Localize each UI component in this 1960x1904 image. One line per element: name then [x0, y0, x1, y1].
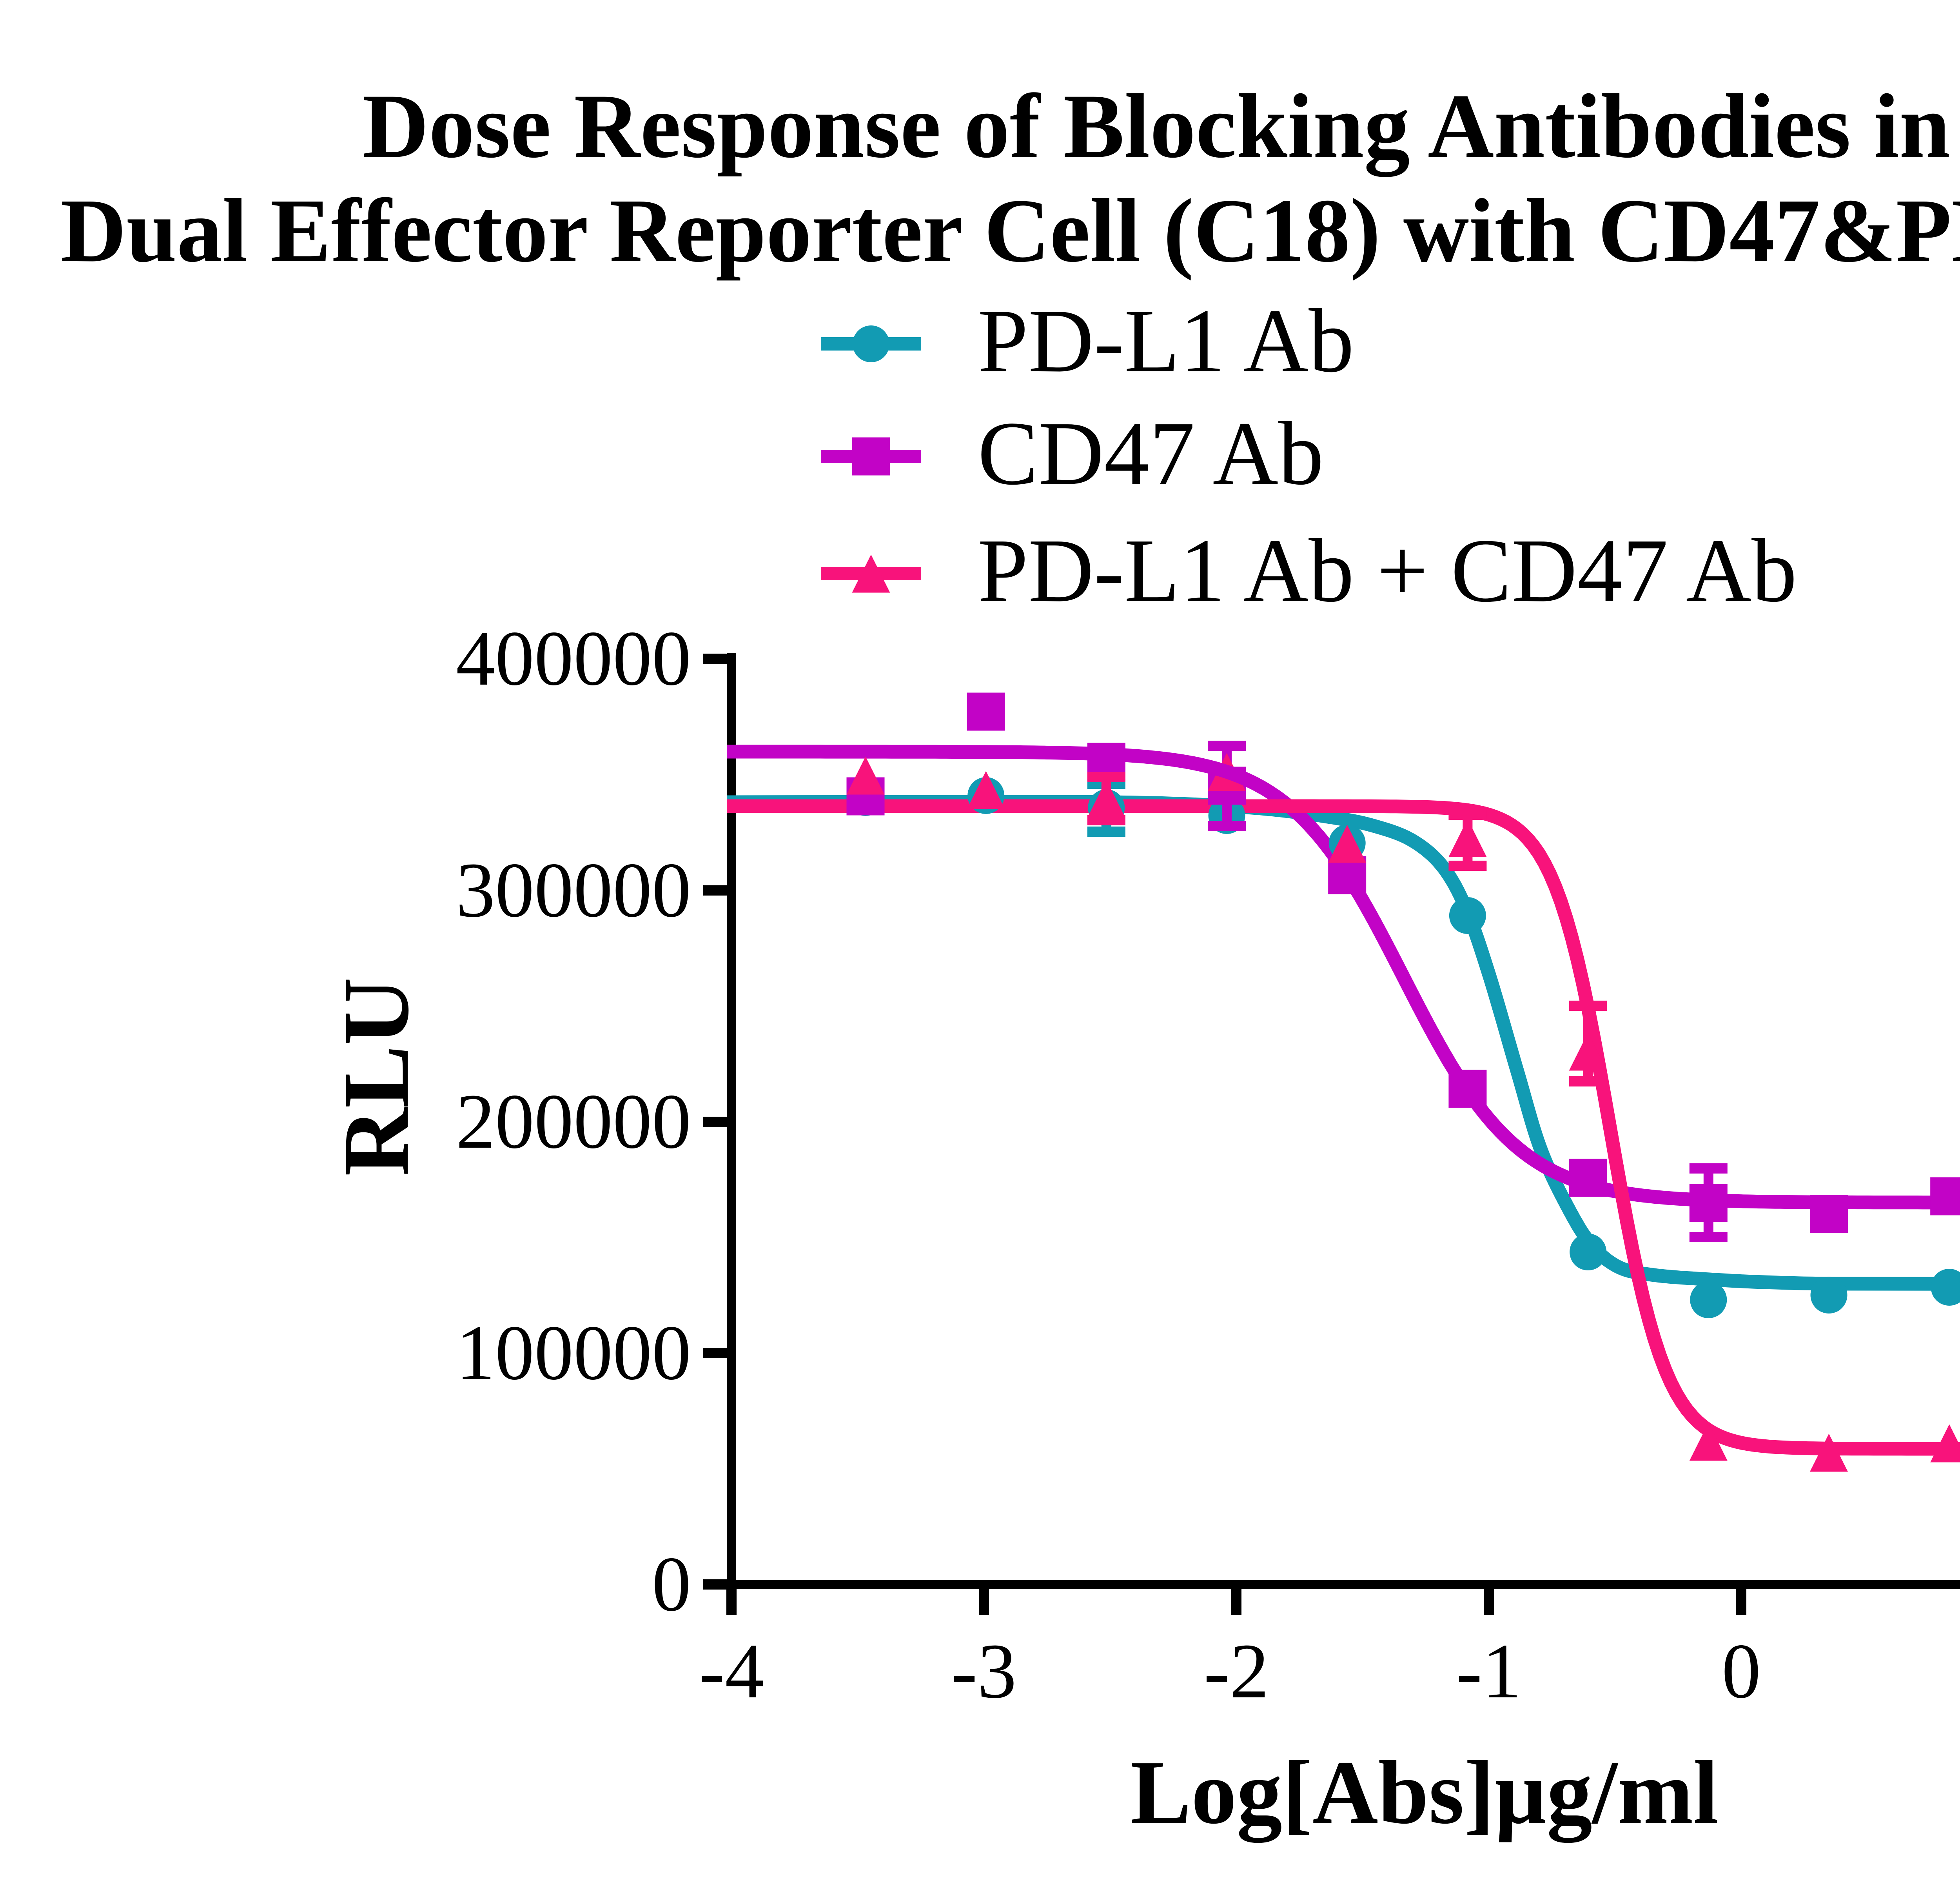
svg-text:PD-L1 Ab: PD-L1 Ab [978, 291, 1354, 391]
svg-text:0: 0 [652, 1541, 691, 1628]
svg-text:200000: 200000 [456, 1078, 691, 1165]
svg-text:PD-L1 Ab + CD47 Ab: PD-L1 Ab + CD47 Ab [978, 520, 1797, 621]
svg-text:Dose Response of Blocking Anti: Dose Response of Blocking Antibodies in … [363, 75, 1960, 177]
svg-text:-1: -1 [1456, 1628, 1522, 1715]
svg-text:CD47 Ab: CD47 Ab [978, 403, 1324, 504]
svg-text:100000: 100000 [456, 1310, 691, 1396]
svg-text:-3: -3 [951, 1628, 1017, 1715]
svg-text:400000: 400000 [456, 615, 691, 702]
svg-text:Log[Abs]µg/ml: Log[Abs]µg/ml [1131, 1742, 1719, 1843]
svg-text:-4: -4 [699, 1628, 764, 1715]
svg-text:Dual Effector Reporter Cell (C: Dual Effector Reporter Cell (C18) with C… [61, 180, 1960, 281]
svg-text:-2: -2 [1204, 1628, 1269, 1715]
svg-text:300000: 300000 [456, 847, 691, 934]
svg-text:0: 0 [1722, 1628, 1761, 1715]
svg-text:RLU: RLU [324, 977, 428, 1176]
